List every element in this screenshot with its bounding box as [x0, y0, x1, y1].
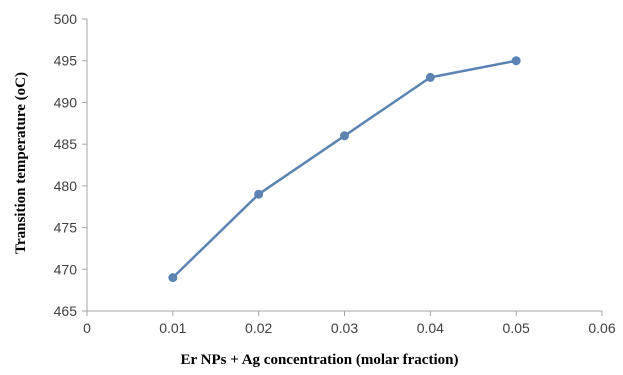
- y-axis-title: Transition temperature (oC): [13, 72, 29, 254]
- data-point: [425, 72, 435, 82]
- y-tick-labels: 465 470 475 480 485 490 495 500: [54, 11, 87, 319]
- y-tick-label: 475: [54, 220, 78, 236]
- y-tick-label: 495: [54, 53, 78, 69]
- y-tick-label: 500: [54, 11, 78, 27]
- x-tick-labels: 0 0.01 0.02 0.03 0.04 0.05 0.06: [83, 311, 616, 336]
- data-point: [340, 131, 349, 141]
- y-tick-label: 485: [54, 136, 78, 152]
- x-tick-label: 0: [83, 320, 91, 336]
- series-line: [171, 59, 518, 279]
- series-group: [168, 56, 521, 283]
- data-point: [168, 273, 178, 283]
- y-axis: 465 470 475 480 485 490 495 500: [54, 11, 88, 319]
- x-tick-label: 0.06: [588, 320, 615, 336]
- x-axis-title: Er NPs + Ag concentration (molar fractio…: [181, 352, 459, 368]
- y-tick-label: 490: [54, 94, 78, 110]
- x-axis: 0 0.01 0.02 0.03 0.04 0.05 0.06: [83, 310, 616, 336]
- y-tick-label: 465: [54, 303, 78, 319]
- x-tick-label: 0.03: [331, 320, 358, 336]
- y-tick-label: 470: [54, 261, 78, 277]
- data-point: [511, 56, 521, 66]
- data-point: [254, 189, 264, 199]
- x-tick-label: 0.02: [245, 320, 272, 336]
- x-tick-label: 0.05: [503, 320, 530, 336]
- y-tick-label: 480: [54, 178, 78, 194]
- x-tick-label: 0.01: [159, 320, 186, 336]
- x-tick-label: 0.04: [417, 320, 444, 336]
